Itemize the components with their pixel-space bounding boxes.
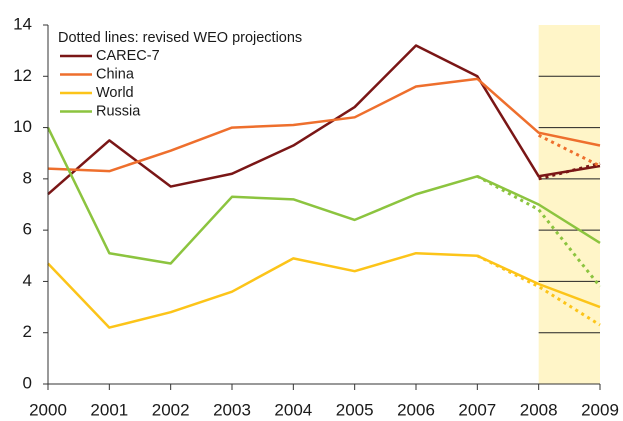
y-tick-label: 6 (23, 220, 32, 239)
y-tick-label: 2 (23, 322, 32, 341)
forecast-band (538, 25, 600, 384)
y-tick-label: 8 (23, 168, 32, 187)
y-tick-label: 4 (23, 271, 32, 290)
legend-label: Russia (96, 103, 141, 119)
series-line (47, 44, 601, 196)
x-tick-label: 2000 (29, 400, 67, 419)
x-tick-label: 2008 (520, 400, 558, 419)
x-tick-label: 2009 (581, 400, 619, 419)
x-tick-label: 2003 (213, 400, 251, 419)
series-lines (46, 44, 602, 329)
y-tick-label: 10 (13, 117, 32, 136)
revised-line (537, 133, 601, 168)
x-tick-label: 2001 (90, 400, 128, 419)
grid (538, 75, 600, 334)
plot-background (538, 25, 600, 384)
legend-label: China (96, 66, 135, 82)
y-tick-label: 14 (13, 14, 32, 33)
series-line (46, 127, 601, 265)
series-line (47, 77, 601, 173)
revised-line (476, 254, 601, 327)
x-tick-label: 2002 (152, 400, 190, 419)
x-tick-label: 2006 (397, 400, 435, 419)
legend-title: Dotted lines: revised WEO projections (58, 30, 302, 46)
legend-label: CAREC-7 (96, 48, 160, 64)
legend: Dotted lines: revised WEO projections CA… (58, 30, 302, 120)
legend-label: World (96, 85, 134, 101)
revised-line (476, 174, 602, 288)
x-tick-label: 2007 (458, 400, 496, 419)
x-tick-label: 2004 (274, 400, 312, 419)
x-tick-label: 2005 (336, 400, 374, 419)
series-line (47, 251, 601, 329)
y-tick-label: 12 (13, 66, 32, 85)
y-tick-label: 0 (23, 373, 32, 392)
axes: 0 2 4 6 8 10 12 14 2000 2001 2002 2003 2004 2005 2006 2… (13, 14, 619, 419)
